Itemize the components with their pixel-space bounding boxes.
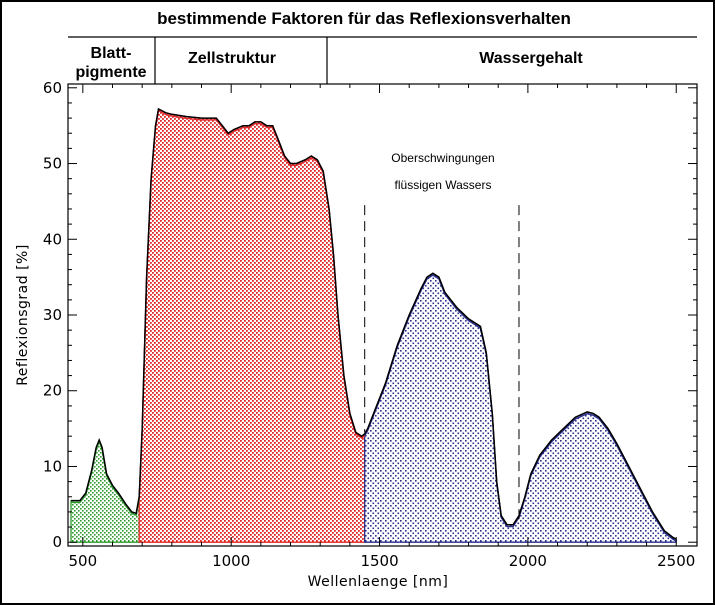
- spectrum-line: [71, 107, 677, 540]
- annotation-line1: Oberschwingungen: [391, 151, 494, 165]
- axes: 500 1000 1500 2000 2500 0 10 20 30 40 50 60: [43, 79, 697, 570]
- y-tick-label: 30: [43, 306, 62, 324]
- chart-title: bestimmende Faktoren für das Reflexionsv…: [157, 9, 571, 28]
- pigment-area-fill: [70, 438, 140, 543]
- area-fills: [70, 108, 677, 543]
- cell-structure-area-fill: [138, 108, 366, 543]
- spectrum-curves: [71, 107, 677, 542]
- x-tick-label: 2500: [657, 552, 695, 570]
- y-tick-label: 40: [43, 230, 62, 248]
- x-tick-label: 1000: [212, 552, 250, 570]
- x-axis-label: Wellenlaenge [nm]: [308, 574, 449, 590]
- x-tick-label: 500: [69, 552, 98, 570]
- y-tick-label: 0: [52, 533, 62, 551]
- y-tick-label: 50: [43, 155, 62, 173]
- region-label-water-content: Wassergehalt: [479, 50, 583, 67]
- x-tick-label: 1500: [360, 552, 398, 570]
- region-label-pigments-line1: Blatt-: [91, 45, 132, 62]
- water-area-fill-outline: [364, 274, 677, 542]
- y-axis-label: Reflexionsgrad [%]: [15, 244, 31, 386]
- y-tick-label: 60: [43, 79, 62, 97]
- annotation-line2: flüssigen Wassers: [395, 178, 492, 192]
- water-area-fill: [364, 272, 677, 543]
- water-band-markers: [364, 205, 520, 520]
- x-tick-label: 2000: [509, 552, 547, 570]
- region-label-cell-structure: Zellstruktur: [188, 50, 276, 67]
- y-tick-label: 10: [43, 457, 62, 475]
- region-label-pigments-line2: pigmente: [75, 64, 146, 81]
- y-tick-label: 20: [43, 382, 62, 400]
